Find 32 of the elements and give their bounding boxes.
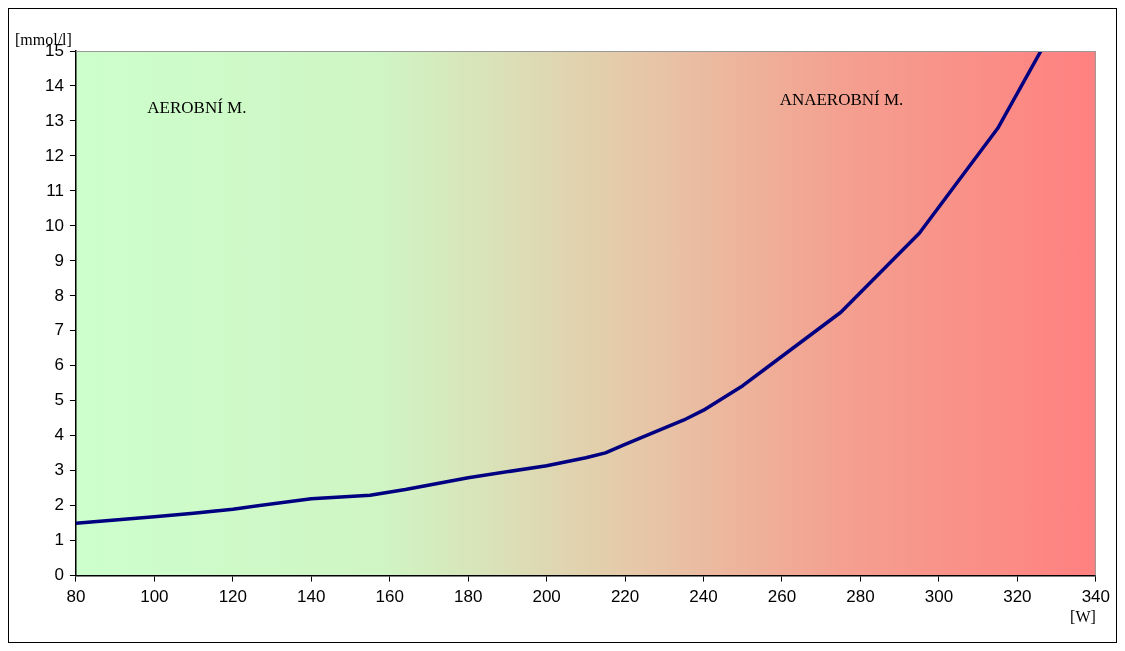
x-tick-label: 320 [1003, 587, 1032, 607]
y-tick-label: 3 [54, 460, 64, 480]
x-tick-label: 340 [1081, 587, 1111, 607]
x-tick-label: 80 [66, 587, 86, 607]
x-tick-label: 100 [140, 587, 169, 607]
y-tick-label: 11 [46, 180, 64, 200]
y-tick-label: 9 [54, 250, 64, 270]
x-tick-label: 280 [846, 587, 875, 607]
x-tick-label: 160 [375, 587, 404, 607]
annotation: ANAEROBNÍ M. [779, 90, 904, 110]
y-tick-label: 6 [54, 355, 64, 375]
annotation: AEROBNÍ M. [147, 98, 247, 118]
y-tick-label: 13 [44, 110, 64, 130]
y-tick-label: 4 [54, 425, 64, 445]
x-tick-label: 120 [218, 587, 248, 607]
y-tick-label: 2 [54, 495, 64, 515]
y-tick-label: 14 [44, 75, 64, 95]
x-tick-label: 240 [689, 587, 718, 607]
x-tick-label: 260 [767, 587, 797, 607]
y-tick-label: 0 [54, 565, 64, 585]
y-tick-label: 1 [54, 530, 64, 550]
x-tick-label: 300 [924, 587, 954, 607]
y-tick-label: 7 [54, 320, 64, 340]
x-axis-title: [W] [1070, 607, 1096, 625]
y-tick-label: 10 [44, 215, 64, 235]
y-tick-label: 12 [44, 145, 64, 165]
x-tick-label: 220 [610, 587, 640, 607]
x-tick-label: 140 [297, 587, 326, 607]
y-tick-label: 5 [54, 390, 64, 410]
x-tick-label: 180 [453, 587, 483, 607]
y-tick-label: 8 [54, 285, 64, 305]
x-tick-label: 200 [532, 587, 561, 607]
